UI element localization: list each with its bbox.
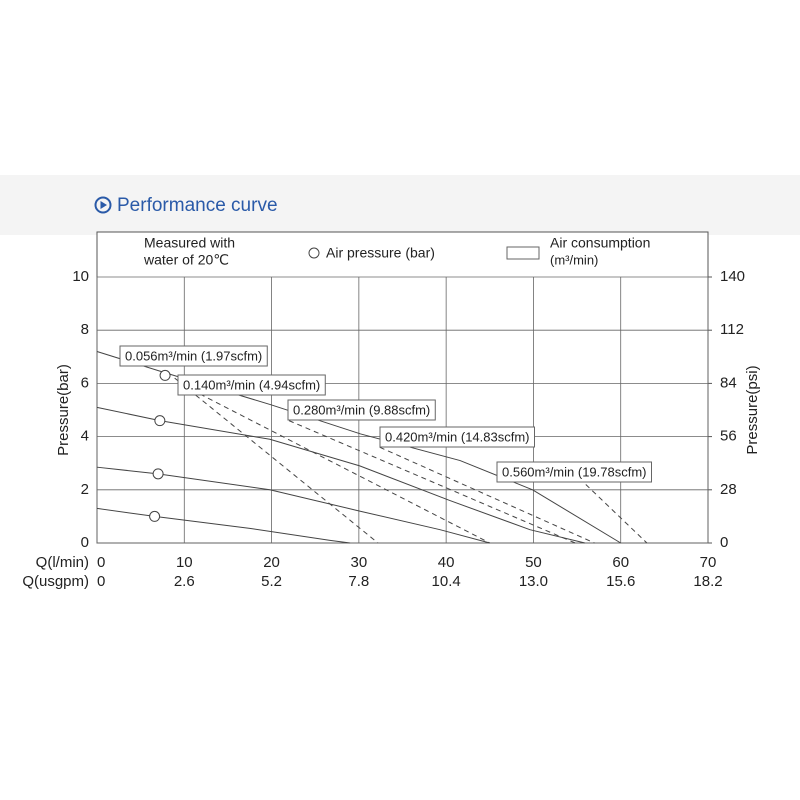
pressure-marker (149, 510, 161, 522)
title-icon-arrow (100, 201, 107, 209)
x2-tick-label: 13.0 (519, 573, 548, 590)
y2-tick-label: 112 (720, 321, 744, 338)
y-tick-label: 6 (81, 374, 89, 391)
legend-swatch (506, 246, 540, 260)
curve (288, 420, 576, 544)
y2-tick-label: 28 (720, 481, 737, 498)
y2-tick-label: 84 (720, 374, 737, 391)
curve (174, 377, 379, 544)
y2-tick-label: 0 (720, 534, 728, 551)
legend-label: Air consumption (550, 235, 650, 251)
y-tick-label: 2 (81, 481, 89, 498)
x2-tick-label: 7.8 (348, 573, 369, 590)
pressure-marker (152, 468, 164, 480)
x-tick-label: 60 (612, 554, 629, 571)
y-tick-label: 4 (81, 428, 89, 445)
x-tick-label: 30 (351, 554, 368, 571)
line-label: 0.420m³/min (14.83scfm) (385, 429, 530, 444)
line-label: 0.140m³/min (4.94scfm) (183, 377, 320, 392)
x2-axis-label: Q(usgpm) (22, 573, 89, 590)
line-label-box (287, 399, 436, 421)
x-axis-label: Q(l/min) (36, 554, 89, 571)
chart-title: Performance curve (117, 195, 278, 216)
x2-tick-label: 18.2 (693, 573, 722, 590)
header-band (0, 175, 800, 235)
line-label-box (177, 374, 326, 396)
curve (379, 446, 595, 544)
pressure-marker (154, 415, 166, 427)
x2-tick-label: 5.2 (261, 573, 282, 590)
x-tick-label: 40 (438, 554, 455, 571)
curve (96, 507, 351, 544)
curve (96, 466, 490, 544)
y2-tick-label: 56 (720, 428, 737, 445)
line-label-box (496, 461, 652, 483)
line-label: 0.056m³/min (1.97scfm) (125, 348, 262, 363)
note: Measured with (144, 235, 235, 251)
y-tick-label: 10 (72, 268, 89, 285)
line-label: 0.560m³/min (19.78scfm) (502, 464, 647, 479)
x-tick-label: 70 (700, 554, 717, 571)
line-label-box (119, 345, 268, 367)
x-tick-label: 50 (525, 554, 542, 571)
curve (199, 393, 491, 544)
y-axis-label: Pressure(bar) (55, 364, 72, 456)
legend-marker (308, 247, 320, 259)
x2-tick-label: 2.6 (174, 573, 195, 590)
x-tick-label: 0 (97, 554, 105, 571)
x2-tick-label: 10.4 (432, 573, 461, 590)
y-tick-label: 8 (81, 321, 89, 338)
title-icon (94, 196, 112, 214)
line-label: 0.280m³/min (9.88scfm) (293, 402, 430, 417)
note: water of 20℃ (143, 252, 229, 268)
line-label-box (379, 426, 535, 448)
x2-tick-label: 0 (97, 573, 105, 590)
x-tick-label: 20 (263, 554, 280, 571)
y2-tick-label: 140 (720, 268, 745, 285)
y2-axis-label: Pressure(psi) (744, 365, 761, 454)
y-tick-label: 0 (81, 534, 89, 551)
pressure-marker (159, 369, 171, 381)
legend-label: (m³/min) (550, 252, 598, 267)
x2-tick-label: 15.6 (606, 573, 635, 590)
legend-label: Air pressure (bar) (326, 245, 435, 261)
x-tick-label: 10 (176, 554, 193, 571)
